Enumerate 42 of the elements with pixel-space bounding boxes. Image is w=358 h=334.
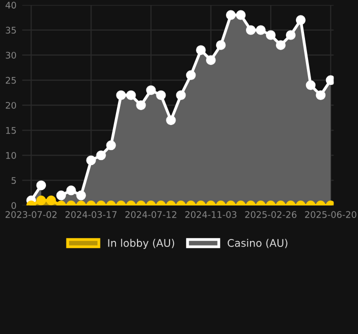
point: [306, 80, 316, 90]
point: [276, 40, 286, 50]
point: [186, 70, 196, 80]
point: [106, 140, 116, 150]
y-tick-label: 10: [6, 152, 16, 159]
point: [236, 10, 246, 20]
point: [96, 150, 106, 160]
point: [216, 40, 226, 50]
y-tick-label: 35: [6, 26, 16, 34]
point: [86, 155, 96, 166]
point: [196, 45, 206, 55]
point: [256, 25, 266, 35]
y-tick-label: 0: [11, 202, 16, 209]
point: [136, 100, 146, 110]
x-tick-label: 2024-07-12: [125, 211, 176, 218]
y-tick-label: 40: [6, 2, 16, 9]
point: [156, 90, 166, 100]
y-tick-label: 20: [6, 102, 16, 109]
x-tick-label: 2025-02-26: [245, 211, 296, 218]
point: [146, 85, 156, 96]
legend-label: In lobby (AU): [108, 238, 174, 249]
point: [296, 15, 306, 25]
point: [226, 10, 236, 20]
legend-label: Casino (AU): [228, 238, 288, 248]
x-tick-label: 2024-11-03: [185, 211, 236, 218]
point: [166, 115, 176, 126]
x-tick-label: 2025-06-20: [305, 211, 356, 218]
point: [246, 25, 256, 35]
point: [286, 30, 296, 40]
point: [206, 55, 216, 65]
point: [176, 90, 186, 100]
x-tick-label: 2024-03-17: [66, 211, 117, 218]
y-tick-label: 25: [6, 76, 16, 84]
y-tick-label: 5: [12, 177, 16, 184]
point: [126, 90, 136, 100]
y-tick-label: 30: [6, 52, 16, 59]
point: [326, 75, 334, 86]
point: [116, 90, 126, 100]
point: [266, 30, 276, 40]
y-tick-label: 15: [6, 127, 16, 134]
point: [316, 90, 326, 100]
x-tick-label: 2023-07-02: [6, 211, 57, 218]
